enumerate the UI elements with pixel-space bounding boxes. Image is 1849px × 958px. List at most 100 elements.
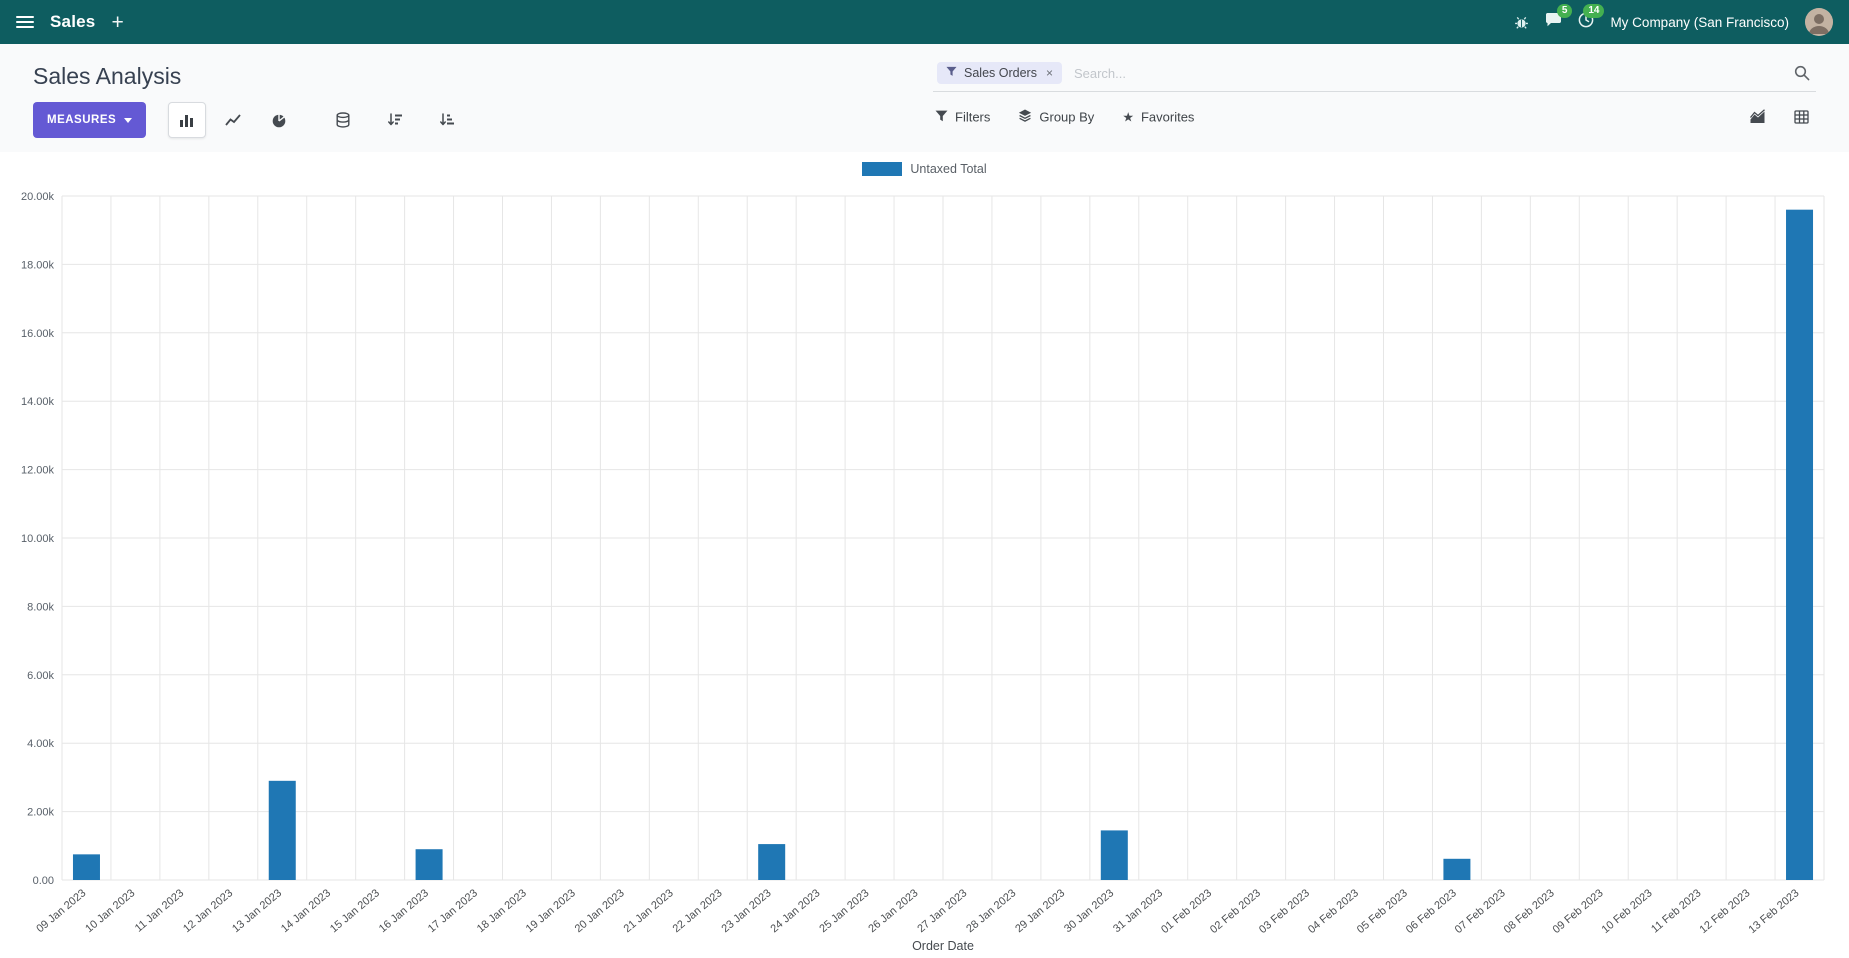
x-tick-label: 16 Jan 2023 <box>377 887 431 935</box>
x-tick-label: 27 Jan 2023 <box>915 887 969 935</box>
x-tick-label: 30 Jan 2023 <box>1062 887 1116 935</box>
x-tick-label: 31 Jan 2023 <box>1111 887 1165 935</box>
x-tick-label: 07 Feb 2023 <box>1453 887 1508 936</box>
y-tick-label: 6.00k <box>27 670 54 682</box>
stacked-toggle-button[interactable] <box>324 102 362 138</box>
chart-bar[interactable] <box>1100 830 1128 880</box>
chart-bar[interactable] <box>72 854 100 880</box>
magnifier-icon[interactable] <box>1794 65 1810 81</box>
avatar[interactable] <box>1805 8 1833 36</box>
x-tick-label: 02 Feb 2023 <box>1208 887 1263 936</box>
x-tick-label: 15 Jan 2023 <box>328 887 382 935</box>
pivot-view-button[interactable] <box>1783 101 1819 133</box>
sort-desc-button[interactable] <box>376 102 414 138</box>
line-chart-button[interactable] <box>214 102 252 138</box>
graph-view-button[interactable] <box>1739 101 1775 133</box>
layers-icon <box>1018 109 1032 126</box>
x-tick-label: 21 Jan 2023 <box>622 887 676 935</box>
x-tick-label: 04 Feb 2023 <box>1306 887 1361 936</box>
chart-bar[interactable] <box>758 844 786 880</box>
messages-button[interactable]: 5 <box>1545 3 1573 33</box>
x-tick-label: 10 Jan 2023 <box>83 887 137 935</box>
x-tick-label: 13 Feb 2023 <box>1746 887 1801 936</box>
plus-icon[interactable]: + <box>111 10 124 34</box>
x-tick-label: 12 Feb 2023 <box>1697 887 1752 936</box>
y-tick-label: 10.00k <box>21 533 55 545</box>
y-tick-label: 18.00k <box>21 259 55 271</box>
chart-bar[interactable] <box>415 849 443 880</box>
chat-icon <box>1545 12 1562 33</box>
control-panel: Sales Analysis Sales Orders × MEASURES <box>0 44 1849 152</box>
star-icon: ★ <box>1122 109 1134 125</box>
chart-bar[interactable] <box>1786 209 1814 880</box>
chart-bar[interactable] <box>268 780 296 880</box>
x-tick-label: 25 Jan 2023 <box>817 887 871 935</box>
page-title: Sales Analysis <box>33 62 182 89</box>
y-tick-label: 2.00k <box>27 807 54 819</box>
measures-label: MEASURES <box>47 114 117 126</box>
x-tick-label: 20 Jan 2023 <box>573 887 627 935</box>
chart-legend[interactable]: Untaxed Total <box>0 152 1849 186</box>
measures-button[interactable]: MEASURES <box>33 102 147 138</box>
search-options-group: Filters Group By ★ Favorites <box>935 109 1194 126</box>
sort-asc-button[interactable] <box>428 102 466 138</box>
filter-funnel-icon <box>935 109 948 125</box>
search-bar[interactable]: Sales Orders × <box>933 60 1816 92</box>
favorites-label: Favorites <box>1140 109 1195 125</box>
activities-button[interactable]: 14 <box>1578 3 1605 33</box>
chart-type-group <box>168 102 298 138</box>
activities-badge: 14 <box>1583 3 1605 18</box>
funnel-icon <box>946 66 957 80</box>
legend-swatch <box>862 162 903 176</box>
search-input[interactable] <box>1071 64 1784 82</box>
filters-button[interactable]: Filters <box>935 109 990 125</box>
chart-bar[interactable] <box>1443 858 1471 880</box>
y-tick-label: 16.00k <box>21 328 55 340</box>
x-tick-label: 12 Jan 2023 <box>181 887 235 935</box>
navbar-right: 5 14 My Company (San Francisco) <box>1514 3 1833 36</box>
x-tick-label: 05 Feb 2023 <box>1355 887 1410 936</box>
x-tick-label: 10 Feb 2023 <box>1600 887 1655 936</box>
y-tick-label: 14.00k <box>21 396 55 408</box>
group-by-label: Group By <box>1039 109 1095 125</box>
x-tick-label: 19 Jan 2023 <box>524 887 578 935</box>
x-tick-label: 06 Feb 2023 <box>1404 887 1459 936</box>
x-tick-label: 13 Jan 2023 <box>230 887 284 935</box>
x-tick-label: 29 Jan 2023 <box>1013 887 1067 935</box>
search-facet[interactable]: Sales Orders × <box>937 62 1062 84</box>
y-tick-label: 4.00k <box>27 738 54 750</box>
sales-analysis-bar-chart: 0.00 2.00k 4.00k 6.00k 8.00k 10.00k 12.00k 14.0… <box>21 191 1825 953</box>
bug-icon[interactable] <box>1514 15 1529 30</box>
messages-badge: 5 <box>1556 3 1573 18</box>
facet-remove-icon[interactable]: × <box>1045 66 1053 80</box>
facet-label: Sales Orders <box>964 66 1037 80</box>
x-tick-label: 22 Jan 2023 <box>671 887 725 935</box>
group-by-button[interactable]: Group By <box>1018 109 1094 126</box>
x-tick-label: 09 Jan 2023 <box>34 887 88 935</box>
x-tick-label: 24 Jan 2023 <box>768 887 822 935</box>
pie-chart-button[interactable] <box>260 102 298 138</box>
view-switcher <box>1739 101 1819 133</box>
bar-chart-button[interactable] <box>168 102 207 138</box>
x-tick-label: 17 Jan 2023 <box>426 887 480 935</box>
x-tick-label: 18 Jan 2023 <box>475 887 529 935</box>
y-tick-label: 20.00k <box>21 191 55 203</box>
x-tick-label: 01 Feb 2023 <box>1159 887 1214 936</box>
x-tick-label: 03 Feb 2023 <box>1257 887 1312 936</box>
x-tick-label: 11 Feb 2023 <box>1649 887 1703 935</box>
x-tick-label: 11 Jan 2023 <box>133 887 186 935</box>
x-tick-label: 28 Jan 2023 <box>964 887 1018 935</box>
y-tick-label: 12.00k <box>21 465 55 477</box>
x-axis-title: Order Date <box>912 939 974 953</box>
top-navbar: Sales + 5 14 My Company (San Francisco) <box>0 0 1849 44</box>
x-tick-label: 23 Jan 2023 <box>720 887 774 935</box>
chart-options-group <box>324 102 466 138</box>
filters-label: Filters <box>955 109 991 125</box>
app-name[interactable]: Sales <box>50 12 96 31</box>
x-tick-label: 14 Jan 2023 <box>279 887 333 935</box>
apps-menu-icon[interactable] <box>16 15 34 29</box>
favorites-button[interactable]: ★ Favorites <box>1122 110 1194 125</box>
user-company-menu[interactable]: My Company (San Francisco) <box>1610 14 1789 30</box>
chart-area: Untaxed Total 0.00 2.00k 4.00k 6.00k 8.00k 10… <box>0 152 1849 958</box>
x-tick-label: 26 Jan 2023 <box>866 887 920 935</box>
